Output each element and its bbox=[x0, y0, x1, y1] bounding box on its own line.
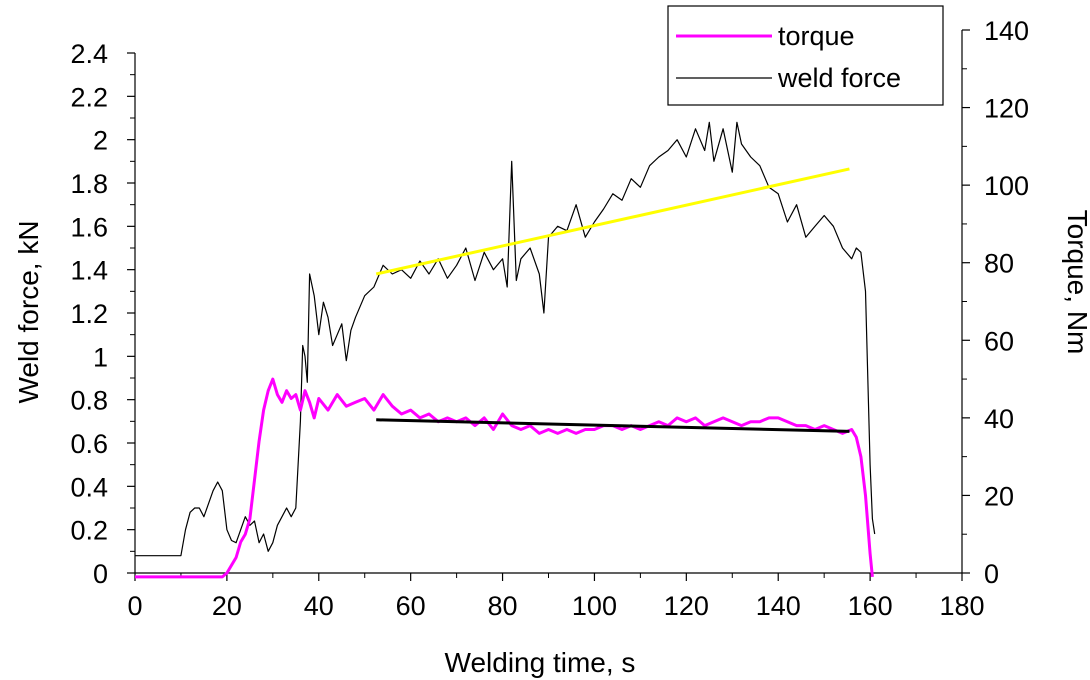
y-left-tick-label: 1.8 bbox=[70, 169, 108, 199]
y-left-tick-label: 0.4 bbox=[70, 472, 108, 502]
y-right-tick-label: 0 bbox=[984, 559, 999, 589]
y-right-tick-label: 140 bbox=[984, 16, 1029, 46]
y-left-tick-label: 1.2 bbox=[70, 299, 108, 329]
fit-line-1 bbox=[376, 418, 850, 433]
legend-label-torque: torque bbox=[778, 21, 855, 51]
y-right-tick-label: 100 bbox=[984, 171, 1029, 201]
y-left-axis-title: Weld force, kN bbox=[13, 220, 44, 403]
y-right-tick-label: 20 bbox=[984, 481, 1014, 511]
y-right-tick-label: 40 bbox=[984, 404, 1014, 434]
series-line-weld-force bbox=[135, 121, 876, 557]
y-right-tick-label: 60 bbox=[984, 326, 1014, 356]
y-right-axis-title: Torque, Nm bbox=[1062, 210, 1090, 355]
series-layer bbox=[135, 121, 876, 579]
y-right-tick-label: 120 bbox=[984, 94, 1029, 124]
y-left-tick-label: 2.4 bbox=[70, 39, 108, 69]
y-left-tick-label: 2.2 bbox=[70, 82, 108, 112]
y-left-tick-label: 0 bbox=[93, 559, 108, 589]
x-tick-label: 120 bbox=[664, 591, 709, 621]
axes bbox=[127, 29, 970, 581]
x-tick-label: 20 bbox=[212, 591, 242, 621]
y-left-tick-label: 1.6 bbox=[70, 212, 108, 242]
x-tick-label: 160 bbox=[848, 591, 893, 621]
tick-labels: 0 20 40 60 80 100 120 140 160 18000.20.40.60.811.… bbox=[70, 16, 1029, 621]
x-axis-title: Welding time, s bbox=[445, 647, 636, 678]
x-tick-label: 180 bbox=[939, 591, 984, 621]
x-tick-label: 40 bbox=[304, 591, 334, 621]
x-tick-label: 60 bbox=[396, 591, 426, 621]
y-left-tick-label: 0.8 bbox=[70, 386, 108, 416]
y-left-tick-label: 1 bbox=[93, 342, 108, 372]
y-left-tick-label: 2 bbox=[93, 126, 108, 156]
fit-line-0 bbox=[375, 167, 850, 276]
x-tick-label: 0 bbox=[127, 591, 142, 621]
legend: torque weld force bbox=[667, 5, 944, 106]
legend-box bbox=[667, 5, 944, 106]
x-tick-label: 140 bbox=[756, 591, 801, 621]
y-left-tick-label: 0.6 bbox=[70, 429, 108, 459]
series-line-torque bbox=[135, 377, 874, 579]
y-right-tick-label: 80 bbox=[984, 249, 1014, 279]
legend-label-weld-force: weld force bbox=[777, 63, 901, 93]
x-tick-label: 100 bbox=[572, 591, 617, 621]
x-tick-label: 80 bbox=[488, 591, 518, 621]
y-left-tick-label: 1.4 bbox=[70, 256, 108, 286]
y-left-tick-label: 0.2 bbox=[70, 516, 108, 546]
fit-lines bbox=[375, 167, 850, 433]
